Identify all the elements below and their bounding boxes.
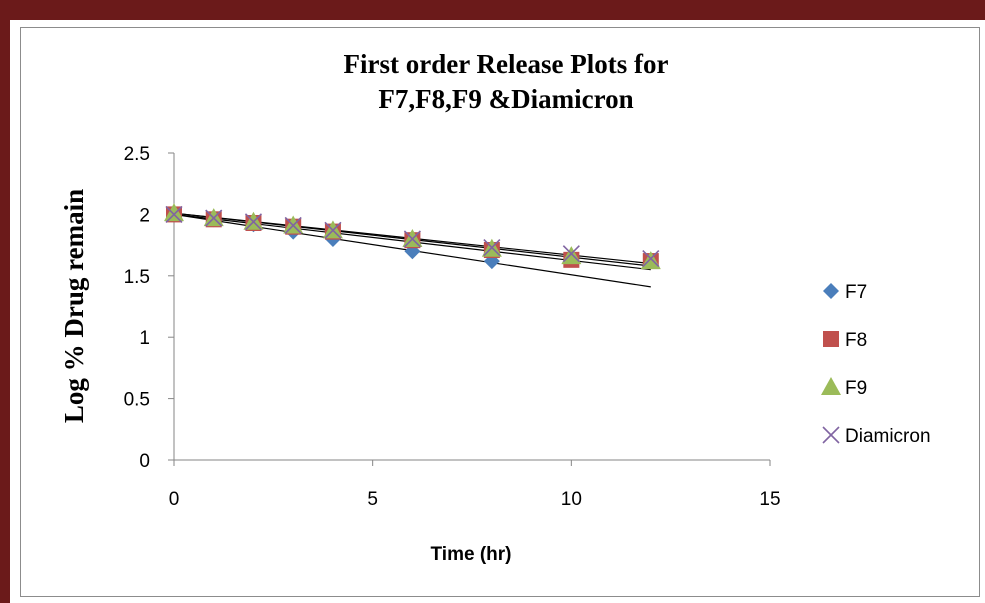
x-tick-label: 0 bbox=[169, 489, 180, 510]
x-axis-label: Time (hr) bbox=[431, 544, 512, 565]
legend-marker-f7 bbox=[823, 283, 839, 299]
legend-marker-f9 bbox=[821, 377, 841, 395]
x-marker-stroke bbox=[483, 238, 501, 257]
x-marker-stroke bbox=[822, 426, 840, 444]
x-marker-stroke bbox=[324, 221, 342, 239]
y-tick-label: 0 bbox=[139, 451, 150, 472]
legend-label-f7: F7 bbox=[845, 282, 867, 303]
legend-marker-diamicron bbox=[822, 426, 840, 444]
chart-title-line-1: First order Release Plots for bbox=[344, 49, 669, 79]
x-marker-stroke bbox=[562, 245, 580, 263]
data-point-diamicron bbox=[244, 213, 263, 231]
data-point-diamicron bbox=[403, 230, 421, 248]
legend: F7 F8 F9 Diamicron bbox=[821, 282, 931, 447]
x-marker-stroke bbox=[642, 250, 660, 268]
frame-top-border bbox=[0, 0, 985, 20]
legend-label-f9: F9 bbox=[845, 378, 867, 399]
x-marker-stroke bbox=[403, 230, 421, 248]
chart-svg: First order Release Plots for F7,F8,F9 &… bbox=[59, 49, 931, 565]
data-point-diamicron bbox=[483, 238, 501, 257]
y-axis-label: Log % Drug remain bbox=[59, 189, 89, 423]
legend-marker-f8 bbox=[823, 331, 839, 347]
chart-title-line-2: F7,F8,F9 &Diamicron bbox=[378, 84, 633, 114]
legend-label-f8: F8 bbox=[845, 330, 867, 351]
data-point-diamicron bbox=[284, 216, 302, 235]
y-tick-label: 1 bbox=[139, 328, 150, 349]
x-marker-stroke bbox=[205, 209, 223, 227]
legend-label-diamicron: Diamicron bbox=[845, 426, 931, 447]
x-tick-label: 15 bbox=[759, 489, 780, 510]
data-point-diamicron bbox=[642, 250, 660, 268]
x-marker-stroke bbox=[284, 216, 302, 235]
x-tick-label: 5 bbox=[367, 489, 378, 510]
y-tick-label: 2 bbox=[139, 205, 150, 226]
data-point-f9 bbox=[164, 203, 184, 222]
x-tick-label: 10 bbox=[561, 489, 582, 510]
x-marker-stroke bbox=[244, 213, 263, 231]
data-points bbox=[164, 203, 661, 270]
chart-area: First order Release Plots for F7,F8,F9 &… bbox=[20, 27, 980, 597]
data-point-diamicron bbox=[205, 209, 223, 227]
y-tick-label: 2.5 bbox=[124, 144, 150, 165]
data-point-diamicron bbox=[562, 245, 580, 263]
axes: 0 0.5 1 1.5 2 2.5 0 5 10 15 bbox=[124, 144, 781, 510]
y-tick-label: 0.5 bbox=[124, 390, 150, 411]
data-point-diamicron bbox=[165, 205, 183, 223]
y-tick-label: 1.5 bbox=[124, 267, 150, 288]
x-marker-stroke bbox=[165, 205, 183, 223]
frame-left-border bbox=[0, 0, 10, 603]
data-point-diamicron bbox=[324, 221, 342, 239]
